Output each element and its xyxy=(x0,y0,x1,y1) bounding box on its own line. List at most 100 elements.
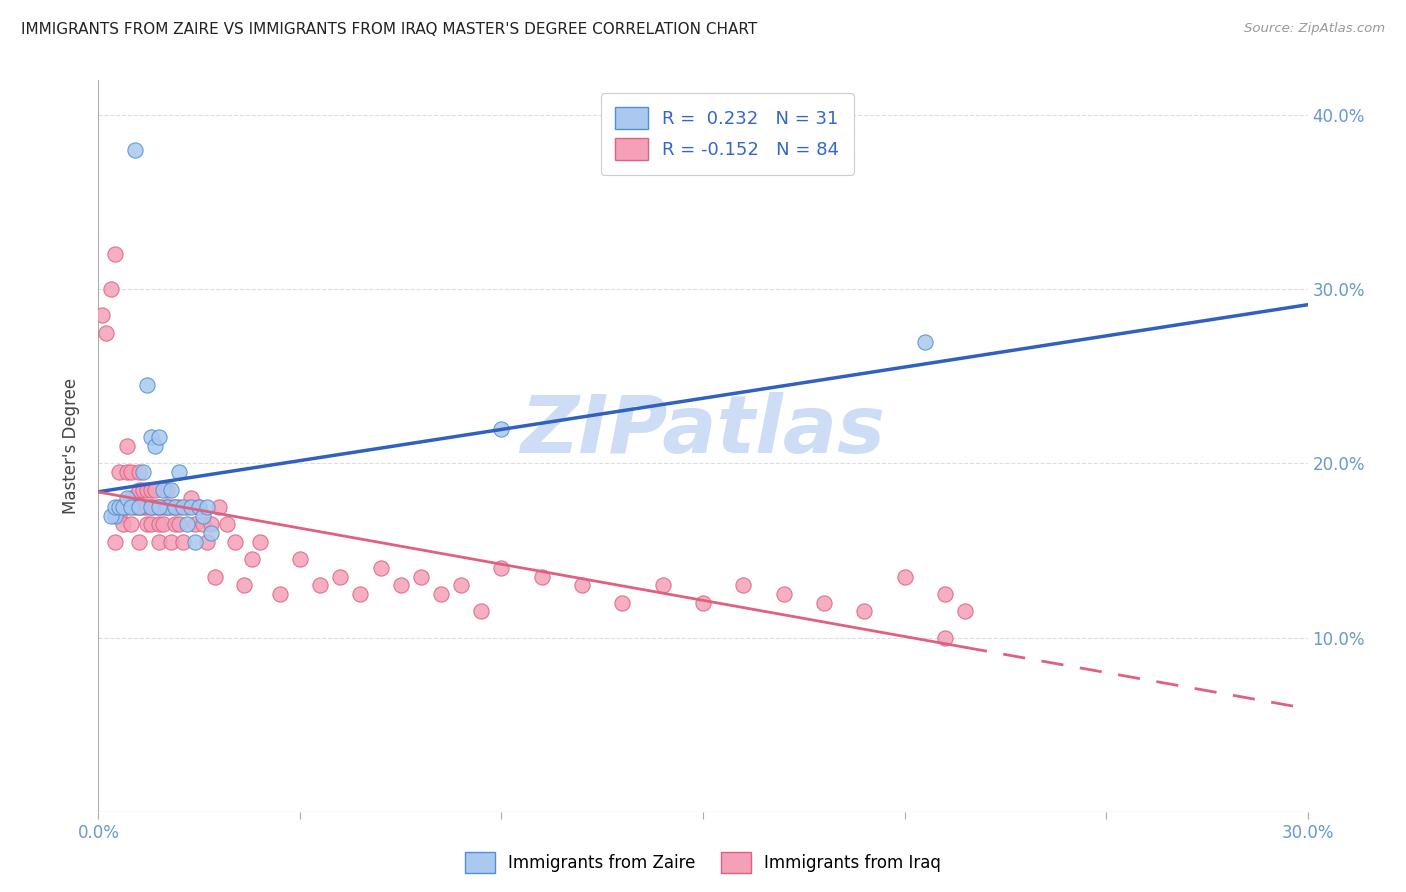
Point xyxy=(309,578,332,592)
Point xyxy=(163,517,186,532)
Point xyxy=(120,465,142,479)
Point xyxy=(200,517,222,532)
Point xyxy=(491,421,513,435)
Point xyxy=(128,534,150,549)
Point xyxy=(195,500,218,514)
Point xyxy=(692,596,714,610)
Point xyxy=(103,247,125,261)
Text: ZIPatlas: ZIPatlas xyxy=(520,392,886,470)
Point xyxy=(139,517,162,532)
Point xyxy=(135,500,157,514)
Point xyxy=(115,491,138,506)
Point xyxy=(139,430,162,444)
Point xyxy=(107,500,129,514)
Point xyxy=(193,508,215,523)
Point xyxy=(148,430,170,444)
Point xyxy=(124,143,146,157)
Point xyxy=(430,587,453,601)
Point xyxy=(180,491,202,506)
Point xyxy=(143,500,166,514)
Point xyxy=(491,561,513,575)
Point xyxy=(163,500,186,514)
Point xyxy=(107,465,129,479)
Point xyxy=(135,378,157,392)
Point xyxy=(269,587,291,601)
Point xyxy=(115,465,138,479)
Point xyxy=(329,569,352,583)
Point xyxy=(853,604,876,618)
Point xyxy=(124,491,146,506)
Point xyxy=(103,500,125,514)
Point xyxy=(152,500,174,514)
Point xyxy=(612,596,634,610)
Point xyxy=(249,534,271,549)
Point xyxy=(180,500,202,514)
Point xyxy=(184,517,207,532)
Point xyxy=(115,439,138,453)
Point xyxy=(135,517,157,532)
Point xyxy=(115,500,138,514)
Point xyxy=(111,500,134,514)
Point xyxy=(813,596,835,610)
Point xyxy=(128,500,150,514)
Point xyxy=(139,483,162,497)
Point xyxy=(389,578,412,592)
Point xyxy=(148,517,170,532)
Point xyxy=(200,526,222,541)
Point xyxy=(132,500,155,514)
Point xyxy=(160,500,183,514)
Point xyxy=(733,578,755,592)
Point xyxy=(893,569,915,583)
Point xyxy=(148,500,170,514)
Point xyxy=(167,500,190,514)
Point xyxy=(103,534,125,549)
Point xyxy=(195,534,218,549)
Point xyxy=(450,578,472,592)
Point xyxy=(240,552,263,566)
Point xyxy=(156,500,179,514)
Text: IMMIGRANTS FROM ZAIRE VS IMMIGRANTS FROM IRAQ MASTER'S DEGREE CORRELATION CHART: IMMIGRANTS FROM ZAIRE VS IMMIGRANTS FROM… xyxy=(21,22,758,37)
Point xyxy=(349,587,371,601)
Point xyxy=(172,500,194,514)
Point xyxy=(135,483,157,497)
Point xyxy=(120,500,142,514)
Point xyxy=(193,517,215,532)
Point xyxy=(232,578,254,592)
Point xyxy=(128,465,150,479)
Point xyxy=(156,483,179,497)
Point xyxy=(91,309,114,323)
Point xyxy=(934,631,956,645)
Point xyxy=(172,534,194,549)
Point xyxy=(288,552,311,566)
Point xyxy=(100,282,122,296)
Point xyxy=(530,569,553,583)
Point xyxy=(128,483,150,497)
Point xyxy=(176,500,198,514)
Point xyxy=(160,534,183,549)
Point xyxy=(163,500,186,514)
Point xyxy=(124,500,146,514)
Point xyxy=(160,483,183,497)
Point xyxy=(139,500,162,514)
Point xyxy=(152,483,174,497)
Point xyxy=(953,604,976,618)
Point xyxy=(96,326,118,340)
Point xyxy=(571,578,593,592)
Point xyxy=(409,569,432,583)
Point xyxy=(120,517,142,532)
Point xyxy=(217,517,239,532)
Point xyxy=(184,534,207,549)
Point xyxy=(111,500,134,514)
Point xyxy=(934,587,956,601)
Point xyxy=(143,439,166,453)
Point xyxy=(103,508,125,523)
Point xyxy=(132,465,155,479)
Text: Source: ZipAtlas.com: Source: ZipAtlas.com xyxy=(1244,22,1385,36)
Point xyxy=(208,500,231,514)
Point xyxy=(176,517,198,532)
Point xyxy=(772,587,794,601)
Point xyxy=(167,465,190,479)
Point xyxy=(143,483,166,497)
Point xyxy=(128,500,150,514)
Point xyxy=(914,334,936,349)
